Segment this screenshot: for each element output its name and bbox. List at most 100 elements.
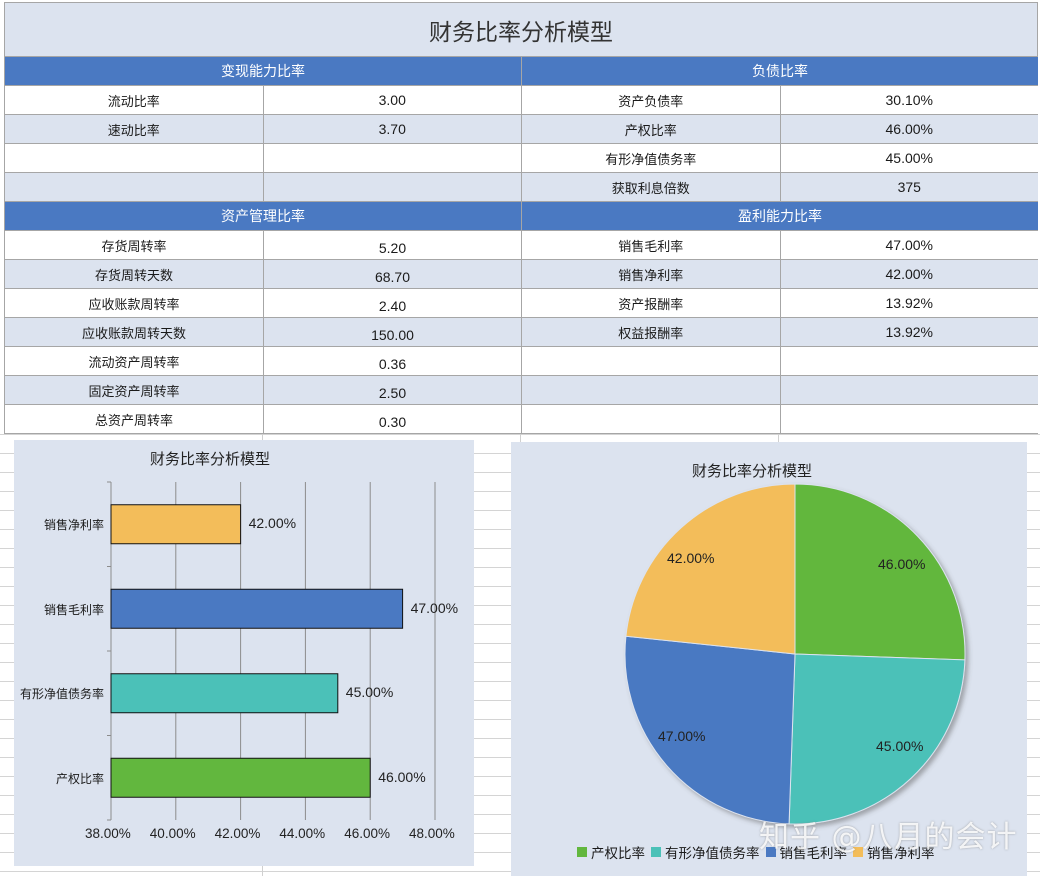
section-header-asset-management: 资产管理比率 <box>5 202 521 231</box>
table-row: 存货周转率 5.20 <box>5 231 521 260</box>
ratio-value[interactable] <box>262 173 522 201</box>
table-row <box>5 144 521 173</box>
table-row <box>522 405 1038 434</box>
table-row: 应收账款周转率 2.40 <box>5 289 521 318</box>
ratio-value[interactable]: 46.00% <box>779 115 1039 143</box>
ratio-label[interactable]: 产权比率 <box>624 123 677 139</box>
page-title: 财务比率分析模型 <box>5 3 1037 57</box>
legend-item[interactable]: 销售毛利率 <box>765 842 847 862</box>
table-row: 销售净利率 42.00% <box>522 260 1038 289</box>
table-row: 有形净值债务率 45.00% <box>522 144 1038 173</box>
table-row: 获取利息倍数 375 <box>522 173 1038 202</box>
x-tick-label: 38.00% <box>85 826 131 841</box>
pie-value-label: 47.00% <box>658 728 706 744</box>
ratio-value[interactable]: 45.00% <box>779 144 1039 172</box>
ratio-label[interactable] <box>522 405 780 433</box>
ratio-label[interactable]: 权益报酬率 <box>618 326 684 342</box>
ratio-label[interactable]: 存货周转率 <box>101 239 167 255</box>
ratio-value[interactable]: 2.50 <box>263 376 521 404</box>
ratio-label[interactable]: 存货周转天数 <box>94 268 173 284</box>
pie-slice[interactable] <box>794 483 966 661</box>
table-row <box>522 376 1038 405</box>
table-row: 权益报酬率 13.92% <box>522 318 1038 347</box>
legend-swatch-icon <box>651 847 661 857</box>
bar-value-label: 45.00% <box>345 684 394 701</box>
table-row: 流动资产周转率 0.36 <box>5 347 521 376</box>
legend-label: 有形净值债务率 <box>665 846 760 862</box>
legend-item[interactable]: 销售净利率 <box>853 842 935 862</box>
table-row: 固定资产周转率 2.50 <box>5 376 521 405</box>
ratio-label[interactable]: 应收账款周转天数 <box>81 326 186 342</box>
pie-value-label: 46.00% <box>878 556 926 572</box>
x-tick-label: 48.00% <box>409 826 455 841</box>
ratio-value[interactable]: 5.20 <box>263 231 521 259</box>
ratio-label[interactable]: 获取利息倍数 <box>611 181 690 197</box>
pie-slice[interactable] <box>625 483 796 655</box>
x-tick-label: 42.00% <box>214 826 261 841</box>
ratio-value[interactable] <box>779 376 1039 404</box>
ratio-value[interactable]: 0.36 <box>263 347 521 375</box>
ratio-value[interactable]: 0.30 <box>263 405 521 433</box>
legend-swatch-icon <box>577 847 587 857</box>
section-header-profitability: 盈利能力比率 <box>522 202 1038 231</box>
ratio-label[interactable]: 销售毛利率 <box>618 239 684 255</box>
ratio-value[interactable]: 30.10% <box>779 86 1039 114</box>
ratio-value[interactable]: 13.92% <box>779 318 1039 346</box>
bar[interactable] <box>110 673 339 714</box>
y-category-label: 销售净利率 <box>43 518 104 533</box>
legend-swatch-icon <box>853 847 863 857</box>
ratio-label[interactable]: 流动资产周转率 <box>88 355 180 371</box>
ratio-label[interactable]: 固定资产周转率 <box>88 384 180 400</box>
ratio-value[interactable] <box>262 144 522 172</box>
table-row: 资产负债率 30.10% <box>522 86 1038 115</box>
ratio-label[interactable] <box>522 376 780 404</box>
section-header-liquidity: 变现能力比率 <box>5 57 521 86</box>
ratio-value[interactable] <box>779 405 1039 433</box>
bar-chart-title: 财务比率分析模型 <box>150 450 271 468</box>
ratio-label[interactable] <box>5 173 263 201</box>
bar[interactable] <box>110 588 404 629</box>
table-row: 销售毛利率 47.00% <box>522 231 1038 260</box>
table-row: 产权比率 46.00% <box>522 115 1038 144</box>
legend-swatch-icon <box>765 847 776 857</box>
ratio-value[interactable]: 3.00 <box>262 86 522 114</box>
pie-chart[interactable]: 财务比率分析模型 46.00% 45.00% 47.00% 42.00% 产权比率 有… <box>511 442 1027 876</box>
pie-slice[interactable] <box>788 653 966 825</box>
bar-chart-plot <box>107 481 436 821</box>
ratio-value[interactable]: 375 <box>779 173 1039 201</box>
ratio-label[interactable]: 应收账款周转率 <box>88 297 180 313</box>
ratio-label[interactable] <box>5 144 263 172</box>
y-category-label: 有形净值债务率 <box>19 687 104 702</box>
bar-value-label: 42.00% <box>248 515 297 532</box>
legend-item[interactable]: 产权比率 <box>577 842 645 862</box>
ratio-value[interactable]: 42.00% <box>779 260 1039 288</box>
bar-chart[interactable]: 财务比率分析模型 产权比率 有形净值债务率 销售毛利率 销售净利率 38.00% 40.… <box>14 440 474 866</box>
pie-slice[interactable] <box>624 635 796 825</box>
ratio-label[interactable]: 流动比率 <box>107 94 160 110</box>
ratio-label[interactable]: 资产报酬率 <box>618 297 684 313</box>
ratio-value[interactable]: 2.40 <box>263 289 521 317</box>
watermark: 知乎 @八月的会计 <box>759 820 1018 855</box>
bar[interactable] <box>110 757 371 798</box>
ratio-value[interactable]: 150.00 <box>263 318 521 346</box>
ratio-label[interactable]: 资产负债率 <box>618 94 684 110</box>
ratio-label[interactable]: 总资产周转率 <box>94 413 173 429</box>
debt-section: 负债比率 资产负债率 30.10% 产权比率 46.00% 有形净值债务率 45… <box>521 57 1038 434</box>
table-row <box>522 347 1038 376</box>
ratio-value[interactable]: 3.70 <box>262 115 522 143</box>
legend-item[interactable]: 有形净值债务率 <box>651 842 760 862</box>
ratio-value[interactable]: 47.00% <box>779 231 1039 259</box>
liquidity-section: 变现能力比率 流动比率 3.00 速动比率 3.70 资产管理比率 存货周转率 … <box>5 57 521 434</box>
ratio-value[interactable]: 13.92% <box>779 289 1039 317</box>
ratio-label[interactable]: 速动比率 <box>107 123 160 139</box>
ratio-value[interactable]: 68.70 <box>263 260 521 288</box>
table-row: 速动比率 3.70 <box>5 115 521 144</box>
table-row: 存货周转天数 68.70 <box>5 260 521 289</box>
bar[interactable] <box>110 504 242 545</box>
legend-label: 产权比率 <box>591 846 645 862</box>
ratio-label[interactable] <box>522 347 780 375</box>
ratio-value[interactable] <box>779 347 1039 375</box>
x-tick-label: 44.00% <box>279 826 326 841</box>
ratio-label[interactable]: 销售净利率 <box>618 268 684 284</box>
ratio-label[interactable]: 有形净值债务率 <box>605 152 697 168</box>
